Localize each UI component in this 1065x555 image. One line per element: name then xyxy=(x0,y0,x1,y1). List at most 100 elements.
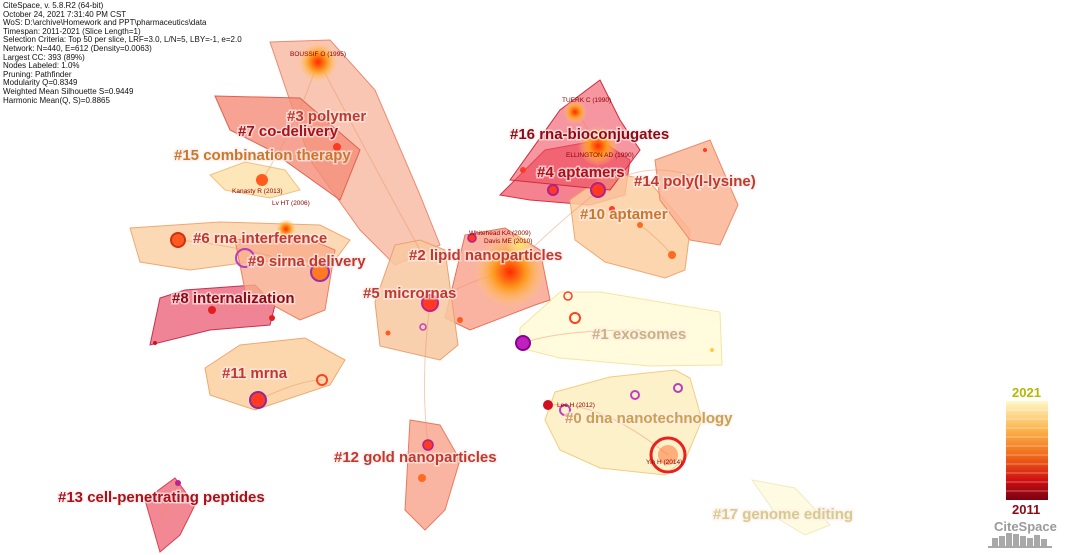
cluster-label-1: #1 exosomes xyxy=(592,326,686,343)
info-line: Network: N=440, E=612 (Density=0.0063) xyxy=(3,43,152,53)
node[interactable] xyxy=(249,391,267,409)
legend-color-bar xyxy=(1006,401,1048,500)
citespace-logo-skyline-icon xyxy=(988,533,1052,548)
node-label-yin: Yin H (2014) xyxy=(646,459,682,466)
legend-steps xyxy=(1006,409,1048,492)
cluster-label-15: #15 combination therapy xyxy=(174,147,351,164)
node-label-lee: Lee H (2012) xyxy=(557,402,595,409)
cluster-labels: #0 dna nanotechnology #1 exosomes #2 lip… xyxy=(57,107,855,525)
node[interactable] xyxy=(310,262,330,282)
node[interactable] xyxy=(256,174,268,186)
node[interactable] xyxy=(467,233,477,243)
node[interactable] xyxy=(457,317,463,323)
node[interactable] xyxy=(520,167,526,173)
info-line: CiteSpace, v. 5.8.R2 (64-bit) xyxy=(3,1,104,10)
node[interactable] xyxy=(559,404,571,416)
cluster-label-3: #3 polymer xyxy=(287,108,366,125)
hull-1-exosomes xyxy=(519,291,723,367)
cluster-label-13: #13 cell-penetrating peptides xyxy=(58,489,265,506)
cluster-label-9: #9 sirna delivery xyxy=(248,253,366,270)
cluster-label-12: #12 gold nanoparticles xyxy=(334,449,497,466)
node[interactable] xyxy=(385,330,391,336)
node-label-kanasty: Kanasty R (2013) xyxy=(232,188,283,195)
node[interactable] xyxy=(170,232,186,248)
node[interactable] xyxy=(421,294,439,312)
node[interactable] xyxy=(333,143,341,151)
node[interactable] xyxy=(543,400,553,410)
node[interactable] xyxy=(316,374,328,386)
node-yin-2014-core xyxy=(658,445,678,465)
info-line: WoS: D:\archive\Homework and PPT\pharmac… xyxy=(3,18,207,28)
node[interactable] xyxy=(630,390,640,400)
cluster-label-16: #16 rna-bioconjugates xyxy=(510,126,669,143)
cluster-label-0: #0 dna nanotechnology xyxy=(565,410,733,427)
cluster-label-6: #6 rna interference xyxy=(193,230,327,247)
network-summary-panel: CiteSpace, v. 5.8.R2 (64-bit) October 24… xyxy=(3,1,242,105)
hull-17-genome-editing xyxy=(750,479,831,536)
cluster-label-8: #8 internalization xyxy=(172,290,295,307)
cluster-label-7: #7 co-delivery xyxy=(238,123,339,140)
hull-11-mrna xyxy=(204,337,346,411)
hull-9-sirna-delivery xyxy=(234,234,336,321)
node-label-lv: Lv HT (2006) xyxy=(272,200,310,207)
cluster-hulls xyxy=(129,39,831,553)
node-yin-2014[interactable] xyxy=(649,436,687,474)
node[interactable] xyxy=(422,439,434,451)
glow xyxy=(298,42,338,82)
cluster-label-17: #17 genome editing xyxy=(713,506,853,523)
node-label-tuerk: TUERK C (1990) xyxy=(562,97,611,104)
node[interactable] xyxy=(269,315,275,321)
glow xyxy=(578,126,618,166)
cluster-label-14: #14 poly(l-lysine) xyxy=(634,173,756,190)
glow xyxy=(276,219,296,239)
hull-14-poly-l-lysine xyxy=(654,139,739,246)
node[interactable] xyxy=(515,335,531,351)
glow xyxy=(506,231,534,259)
hull-8-internalization xyxy=(149,284,276,346)
info-line: Pruning: Pathfinder xyxy=(3,69,72,79)
node[interactable] xyxy=(235,248,255,268)
hull-12-gold-nanoparticles xyxy=(404,419,461,531)
citation-nodes xyxy=(153,143,714,486)
legend-year-top: 2021 xyxy=(1012,385,1041,400)
node[interactable] xyxy=(703,148,707,152)
node[interactable] xyxy=(673,383,683,393)
node[interactable] xyxy=(609,206,615,212)
node[interactable] xyxy=(547,184,559,196)
cluster-label-10: #10 aptamer xyxy=(580,206,668,223)
node-label-ellington: ELLINGTON AD (1990) xyxy=(566,152,634,159)
node[interactable] xyxy=(418,474,426,482)
node[interactable] xyxy=(590,182,606,198)
node-labels: BOUSSIF O (1995) TUERK C (1990) ELLINGTO… xyxy=(232,51,682,466)
hull-15-combination-therapy xyxy=(209,161,301,199)
cluster-label-2: #2 lipid nanoparticles xyxy=(409,247,562,264)
node[interactable] xyxy=(668,251,676,259)
info-line: Largest CC: 393 (89%) xyxy=(3,52,85,62)
node-label-davis: Davis ME (2010) xyxy=(484,238,532,245)
node[interactable] xyxy=(710,348,714,352)
info-line: Weighted Mean Silhouette S=0.9449 xyxy=(3,86,134,96)
hull-13-cell-penetrating-peptides xyxy=(144,477,196,553)
node[interactable] xyxy=(175,480,181,486)
glow xyxy=(563,100,587,124)
node[interactable] xyxy=(419,323,427,331)
node[interactable] xyxy=(569,312,581,324)
info-line: Nodes Labeled: 1.0% xyxy=(3,61,80,71)
node-label-whitehead: Whitehead KA (2009) xyxy=(469,230,531,237)
node[interactable] xyxy=(563,291,573,301)
hull-7-co-delivery xyxy=(214,95,361,201)
cluster-label-5: #5 micrornas xyxy=(363,285,456,302)
info-line: October 24, 2021 7:31:40 PM CST xyxy=(3,9,127,19)
cluster-label-4: #4 aptamers xyxy=(537,164,625,181)
info-line: Harmonic Mean(Q, S)=0.8865 xyxy=(3,95,110,105)
node[interactable] xyxy=(208,306,216,314)
node-glows xyxy=(276,42,618,308)
node[interactable] xyxy=(637,222,643,228)
year-legend: 2021 2011 CiteSpace xyxy=(988,385,1057,548)
cluster-label-11: #11 mrna xyxy=(222,365,288,382)
node[interactable] xyxy=(153,341,157,345)
info-line: Selection Criteria: Top 50 per slice, LR… xyxy=(3,35,242,45)
node-label-boussif: BOUSSIF O (1995) xyxy=(290,51,346,58)
hull-5-micrornas xyxy=(374,239,459,361)
